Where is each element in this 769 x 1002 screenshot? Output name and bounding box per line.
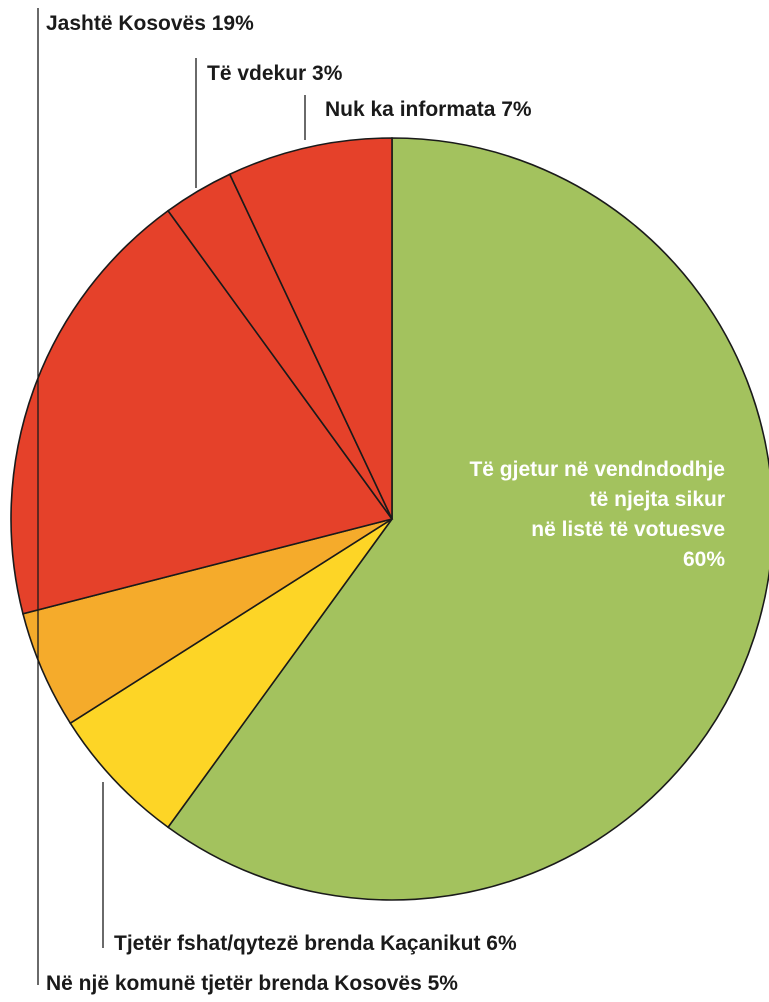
label-jashte-kosoves: Jashtë Kosovës 19% xyxy=(46,12,254,35)
label-te-vdekur: Të vdekur 3% xyxy=(207,62,343,85)
pie-slices xyxy=(10,137,769,901)
label-te-gjetur-line-3: në listë të votuesve xyxy=(531,518,725,541)
label-te-gjetur-line-4: 60% xyxy=(683,548,725,571)
label-te-gjetur-line-1: Të gjetur në vendndodhje xyxy=(469,458,725,481)
label-te-gjetur-line-2: të njejta sikur xyxy=(590,488,725,511)
slice-tjeter-fshat xyxy=(69,518,393,829)
slice-te-gjetur xyxy=(166,137,769,901)
slice-jashte-kosoves xyxy=(10,209,394,615)
label-nuk-ka-informata: Nuk ka informata 7% xyxy=(325,98,532,121)
label-komune-tjeter: Në një komunë tjetër brenda Kosovës 5% xyxy=(46,972,458,995)
slice-nuk-ka-informata xyxy=(228,137,393,520)
label-tjeter-fshat: Tjetër fshat/qytezë brenda Kaçanikut 6% xyxy=(114,932,517,955)
leader-lines xyxy=(37,8,306,985)
